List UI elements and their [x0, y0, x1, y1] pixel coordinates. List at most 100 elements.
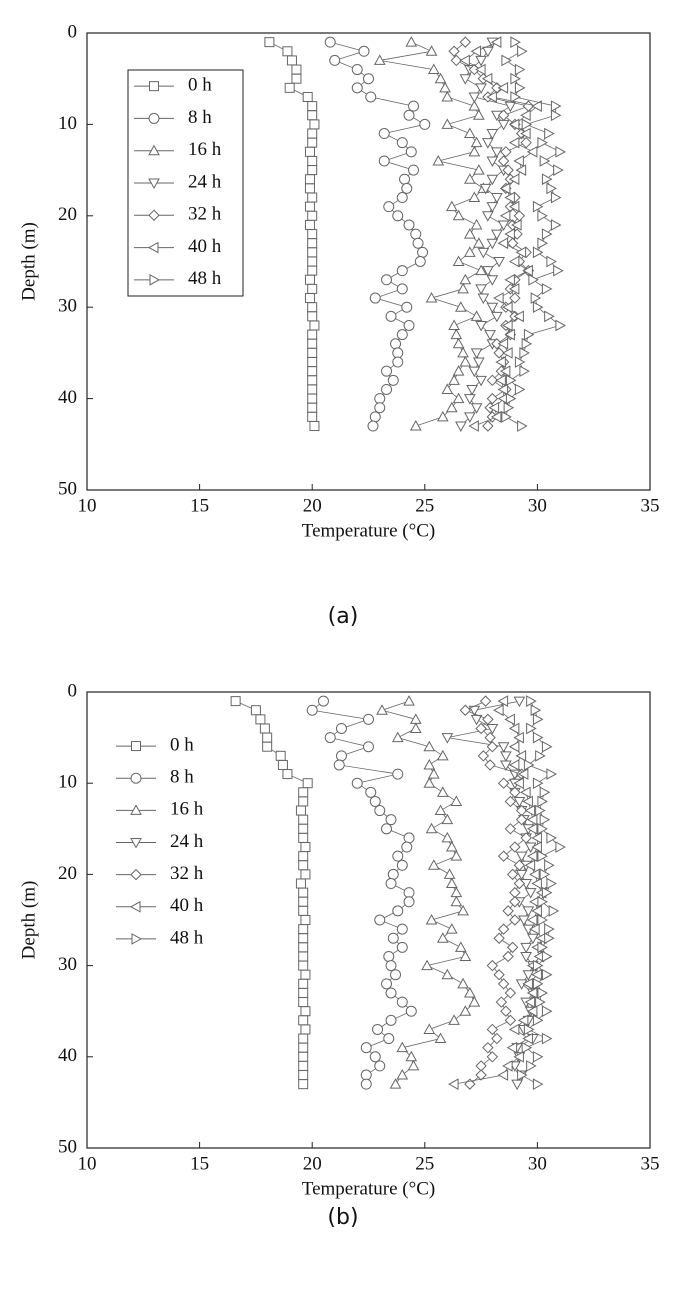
marker: [553, 164, 564, 176]
marker: [544, 127, 555, 140]
marker: [439, 81, 451, 93]
y-tick-label: 50: [58, 1136, 77, 1157]
marker: [307, 238, 318, 249]
marker: [470, 403, 483, 414]
marker: [532, 301, 544, 314]
marker: [385, 814, 397, 826]
marker: [475, 284, 487, 295]
marker: [513, 877, 526, 890]
marker: [491, 229, 503, 241]
marker: [537, 850, 548, 863]
y-axis-label: Depth (m): [18, 222, 39, 301]
marker: [532, 731, 544, 744]
marker: [495, 374, 506, 387]
x-axis-label: Temperature (°C): [302, 520, 435, 541]
marker: [522, 906, 535, 917]
marker: [493, 969, 505, 981]
marker: [286, 55, 297, 66]
legend-label: 8 h: [170, 767, 194, 788]
marker: [514, 356, 526, 368]
marker: [508, 759, 520, 771]
marker: [396, 283, 408, 295]
marker: [500, 760, 512, 771]
marker: [515, 246, 527, 259]
marker: [298, 860, 309, 871]
marker: [425, 913, 438, 925]
marker: [463, 127, 476, 139]
marker: [502, 905, 514, 917]
marker: [383, 201, 395, 213]
marker: [459, 273, 472, 285]
legend-label: 40 h: [188, 236, 222, 257]
marker: [502, 164, 514, 176]
marker: [298, 851, 309, 862]
y-tick-label: 10: [58, 113, 77, 134]
marker: [452, 337, 465, 349]
marker: [523, 1023, 535, 1036]
y-tick-label: 50: [58, 478, 77, 499]
marker: [555, 145, 566, 158]
marker: [541, 283, 553, 295]
x-tick-label: 30: [528, 495, 547, 516]
marker: [459, 704, 472, 716]
marker: [374, 914, 386, 926]
y-tick-label: 20: [58, 204, 77, 225]
marker: [523, 759, 535, 771]
marker: [484, 759, 496, 771]
marker: [262, 741, 273, 752]
marker: [307, 283, 318, 294]
x-tick-label: 35: [641, 495, 660, 516]
marker: [482, 138, 494, 149]
marker: [392, 768, 404, 780]
marker: [524, 804, 536, 817]
marker: [392, 905, 404, 917]
marker: [436, 786, 449, 797]
x-tick-label: 10: [78, 495, 97, 516]
marker: [537, 941, 548, 954]
x-tick-label: 25: [415, 1153, 434, 1174]
marker: [537, 795, 548, 808]
marker: [376, 704, 388, 715]
marker: [491, 1032, 503, 1045]
legend-label: 8 h: [188, 107, 212, 128]
legend-marker: [149, 81, 159, 92]
marker: [491, 338, 503, 350]
y-tick-label: 0: [68, 680, 78, 701]
marker: [363, 741, 374, 753]
marker: [484, 330, 496, 341]
marker: [396, 1069, 409, 1080]
legend-marker: [148, 144, 160, 156]
marker: [307, 402, 318, 413]
marker: [550, 191, 562, 204]
marker: [291, 64, 302, 75]
marker: [504, 328, 515, 341]
marker: [486, 174, 499, 186]
marker: [532, 1050, 544, 1063]
marker: [520, 136, 532, 149]
marker: [457, 977, 469, 989]
marker: [351, 64, 363, 76]
marker: [513, 796, 526, 808]
marker: [503, 401, 515, 414]
marker: [514, 81, 526, 94]
marker: [423, 777, 436, 788]
marker: [298, 787, 309, 798]
marker: [481, 72, 493, 85]
marker: [300, 969, 311, 980]
marker: [541, 740, 553, 753]
marker: [392, 356, 404, 368]
marker: [499, 182, 511, 195]
marker: [526, 850, 538, 863]
marker: [463, 986, 476, 998]
marker: [522, 795, 533, 808]
marker: [389, 1078, 402, 1089]
marker: [436, 749, 449, 761]
marker: [396, 265, 408, 277]
marker: [436, 932, 449, 943]
marker: [515, 749, 527, 762]
marker: [390, 969, 402, 981]
marker: [506, 941, 519, 954]
marker: [282, 46, 293, 57]
legend-marker: [149, 274, 161, 286]
marker: [259, 723, 270, 734]
